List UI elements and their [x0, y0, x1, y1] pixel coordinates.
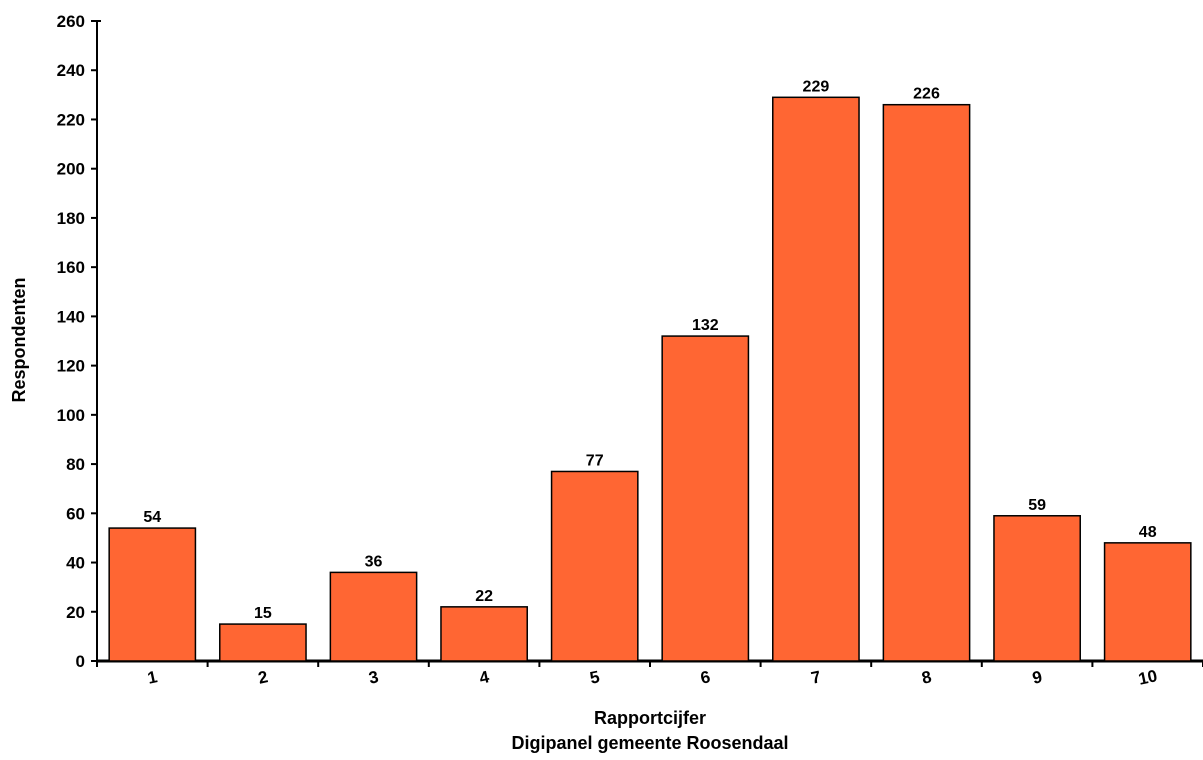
y-tick-label: 140 [57, 307, 85, 326]
bar [772, 96, 860, 662]
bar [993, 515, 1081, 662]
x-tick-label: 9 [1031, 667, 1044, 688]
x-tick-label: 4 [478, 667, 492, 688]
y-tick-label: 0 [76, 652, 85, 671]
x-tick-label: 6 [699, 667, 712, 688]
y-tick-label: 60 [66, 504, 85, 523]
bar [550, 470, 639, 662]
y-tick-label: 20 [66, 603, 85, 622]
x-tick-label: 2 [256, 667, 269, 688]
x-tick-label: 8 [920, 667, 933, 688]
y-tick-label: 120 [57, 357, 85, 376]
x-tick-label: 10 [1137, 666, 1159, 689]
y-tick-label: 240 [57, 61, 85, 80]
y-tick-label: 160 [57, 258, 85, 277]
data-labels: 54 15 36 22 77 132 229 226 59 48 [143, 78, 1156, 622]
x-axis: 1 2 3 4 5 6 7 8 9 10 [96, 659, 1203, 689]
chart-subtitle: Digipanel gemeente Roosendaal [511, 733, 788, 753]
y-axis-title: Respondenten [9, 277, 29, 402]
bar-value-label: 48 [1139, 524, 1157, 541]
bars [108, 96, 1192, 662]
bar [219, 623, 307, 662]
x-tick-label: 5 [588, 667, 601, 688]
x-axis-title: Rapportcijfer [594, 708, 706, 728]
bar-value-label: 15 [254, 605, 272, 622]
bar-value-label: 59 [1028, 497, 1046, 514]
y-tick-label: 180 [57, 209, 85, 228]
y-tick-label: 80 [66, 455, 85, 474]
y-tick-label: 220 [57, 110, 85, 129]
bar-value-label: 132 [692, 317, 719, 334]
bar [882, 103, 971, 662]
bar [108, 527, 197, 662]
bar-value-label: 54 [143, 509, 161, 526]
bar [440, 606, 528, 662]
y-tick-label: 100 [57, 406, 85, 425]
y-axis: 0 20 40 60 80 100 120 140 160 180 200 220 240 260 [57, 12, 101, 671]
bar-value-label: 77 [586, 452, 604, 469]
bar-value-label: 22 [475, 588, 493, 605]
y-tick-label: 40 [66, 554, 85, 573]
bar-value-label: 229 [803, 78, 830, 95]
y-tick-label: 200 [57, 160, 85, 179]
bar-value-label: 226 [913, 86, 940, 103]
bar-value-label: 36 [365, 553, 383, 570]
bar [329, 571, 418, 662]
y-tick-label: 260 [57, 12, 85, 31]
x-tick-label: 1 [146, 667, 159, 688]
x-tick-label: 3 [367, 667, 380, 688]
bar [661, 335, 750, 662]
bar [1103, 542, 1192, 662]
x-tick-label: 7 [809, 667, 822, 688]
